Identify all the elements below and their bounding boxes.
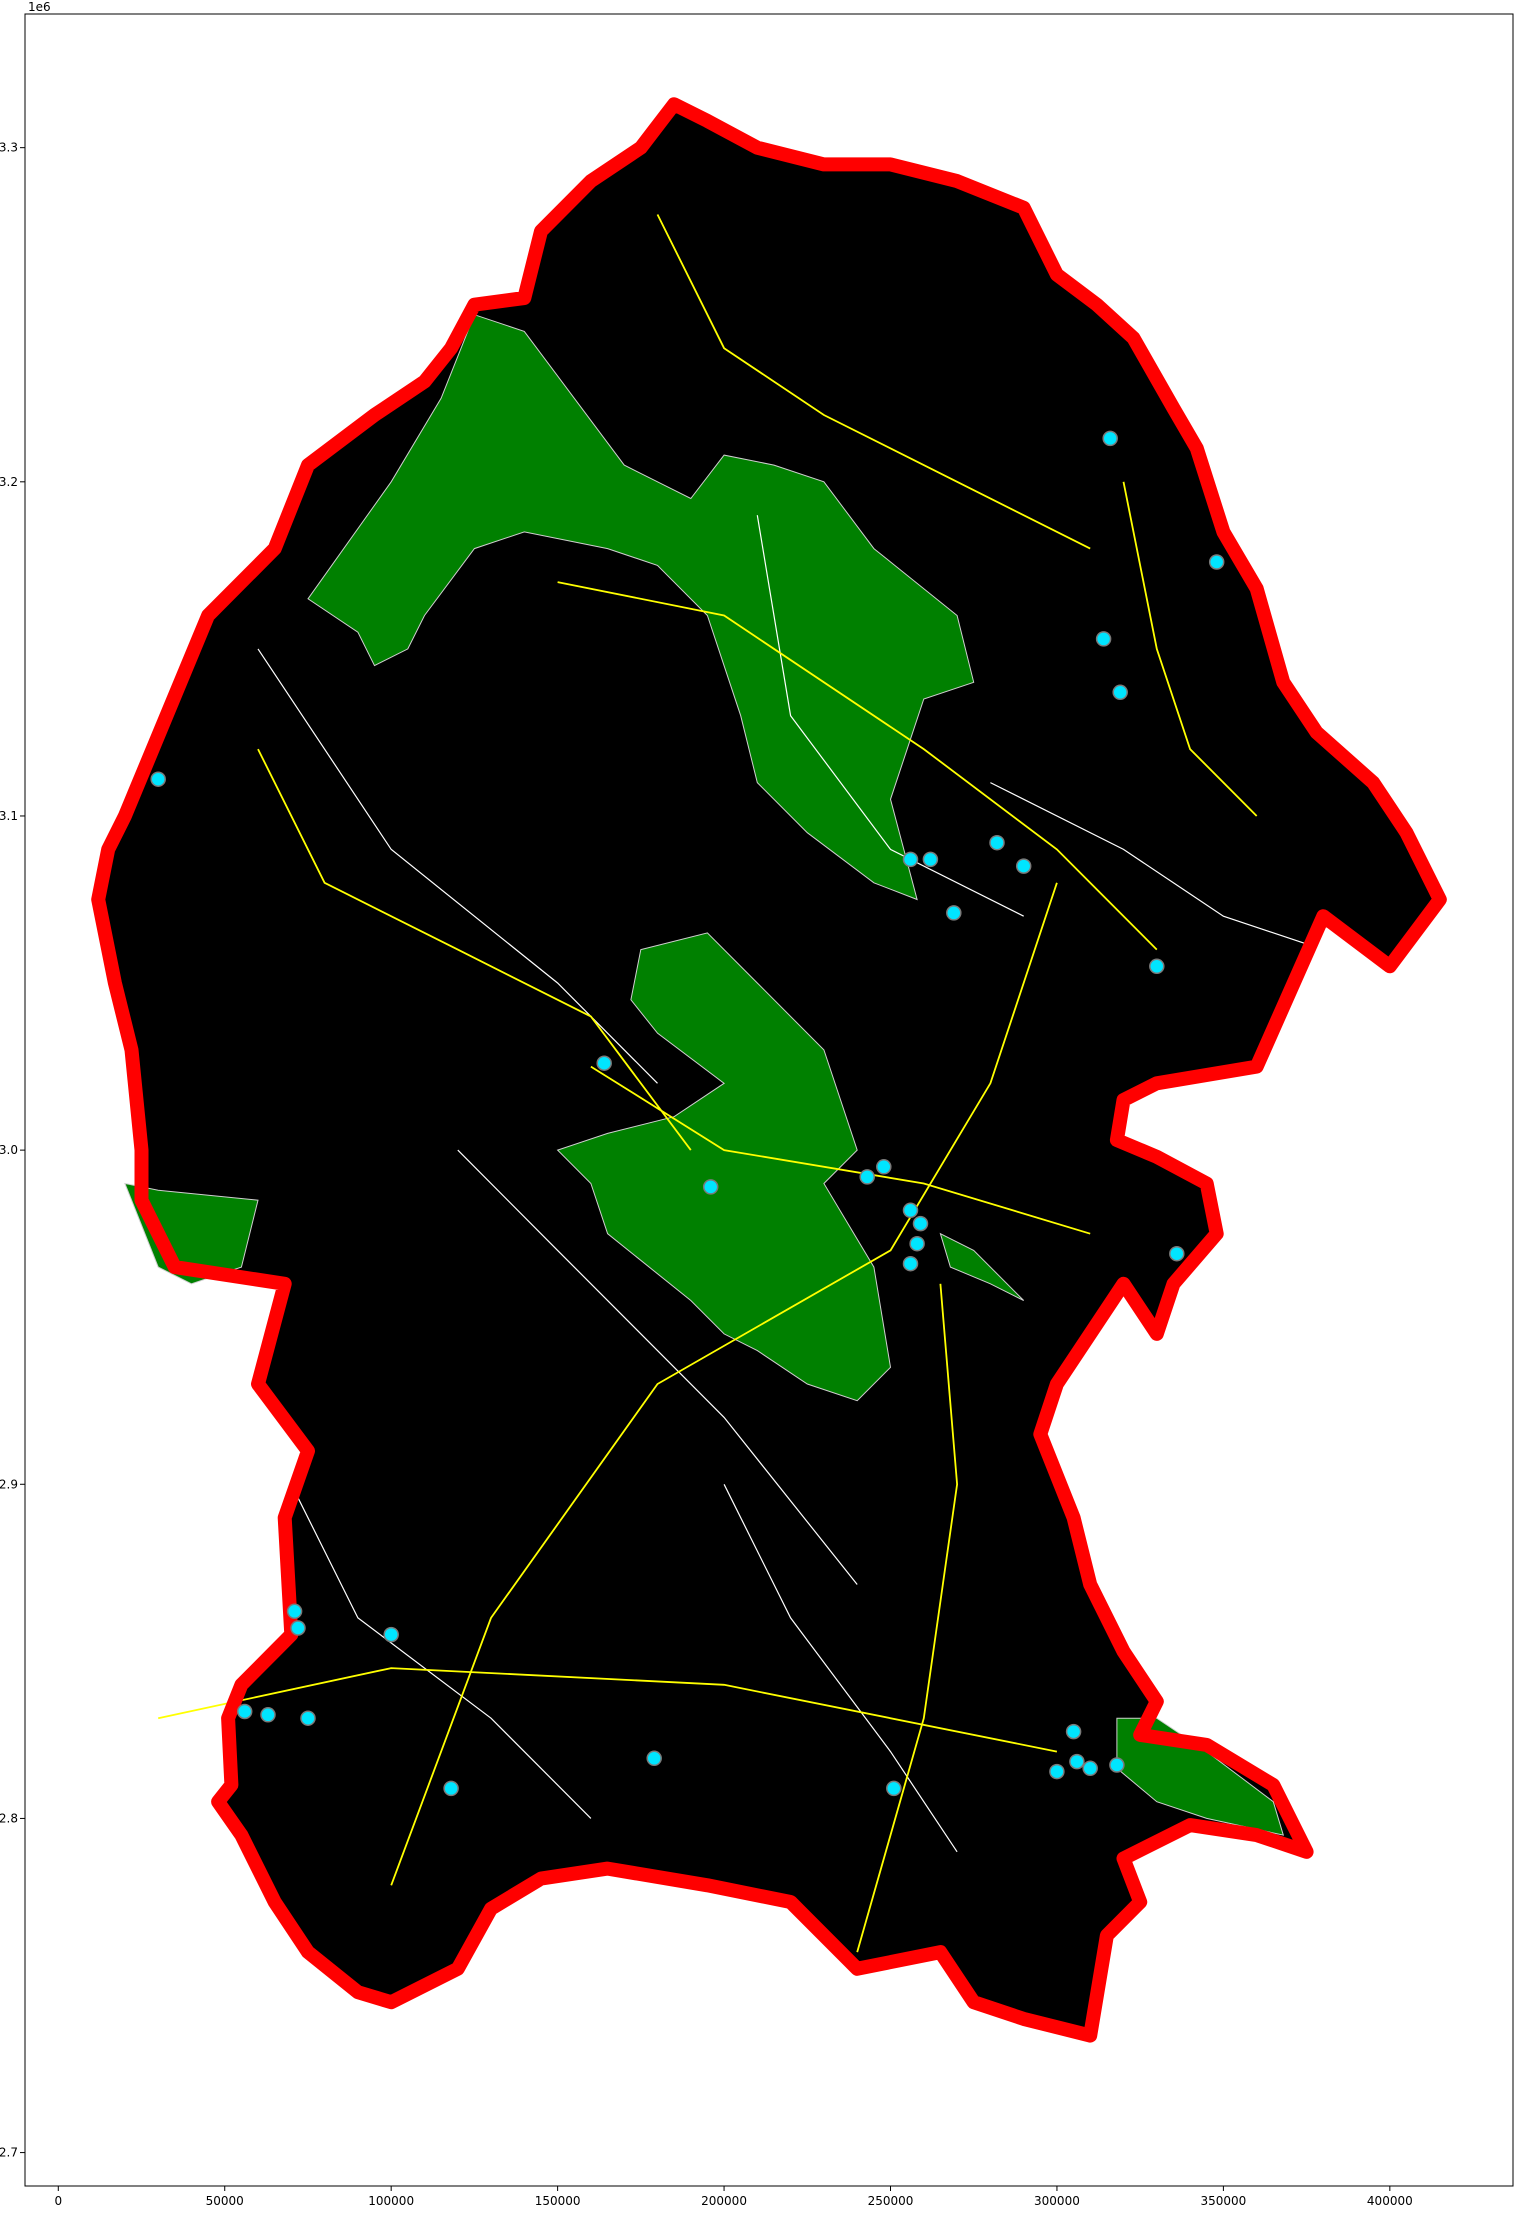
point-marker [1112,684,1128,701]
point-marker [1082,1760,1098,1777]
x-tick-label: 100000 [368,2194,414,2208]
point-marker [912,1215,929,1232]
green-areas [124,314,1285,1836]
point-marker [902,1202,919,1219]
road-line [590,1065,1091,1235]
road-line [557,581,1158,951]
point-marker [859,1169,875,1185]
road-line [158,1667,1058,1753]
road-line [257,748,692,1151]
point-marker [1095,631,1112,647]
x-tick-label: 150000 [535,2194,581,2208]
white-line [723,1484,958,1853]
white-lines [257,515,1324,1853]
green-area [939,1232,1025,1301]
point-marker [922,851,939,868]
point-marker [876,1159,892,1175]
y-tick-label: 2.9 [0,1477,18,1491]
point-marker [646,1750,662,1767]
point-marker [1065,1723,1082,1740]
white-line [257,648,658,1084]
point-marker [702,1179,719,1195]
point-marker [596,1055,612,1071]
boundary-line [91,97,1447,2043]
point-marker [1102,430,1118,447]
point-marker [1049,1763,1065,1780]
point-marker [1109,1757,1125,1773]
point-marker [946,905,962,921]
x-axis: 0 50000 100000 150000 200000 250000 300000 3500… [54,2186,1413,2208]
point-marker [1208,554,1225,570]
point-marker [1015,858,1032,874]
white-line [290,1484,592,1819]
point-marker [989,834,1005,851]
y-tick-label: 3.2 [0,475,18,489]
point-marker [902,851,919,868]
point-marker [260,1707,276,1723]
point-marker [1069,1753,1085,1770]
points-layer [150,430,1225,1797]
y-tick-label: 3.0 [0,1143,18,1157]
y-tick-label: 2.7 [0,2146,18,2160]
y-tick-label: 3.3 [0,141,18,155]
point-marker [290,1620,306,1636]
point-marker [1149,958,1165,975]
white-line [756,515,1024,917]
point-marker [443,1780,459,1797]
green-area [124,1182,259,1285]
x-tick-label: 300000 [1034,2194,1080,2208]
point-marker [150,771,166,787]
white-line [457,1149,858,1585]
road-line [390,882,1058,1886]
roads-layer [158,214,1258,1953]
point-marker [300,1710,316,1726]
y-tick-label: 3.1 [0,809,18,823]
road-line [1122,481,1258,817]
point-marker [383,1626,399,1643]
point-marker [909,1235,925,1252]
x-tick-label: 350000 [1200,2194,1246,2208]
green-area [556,932,892,1402]
y-axis: 2.7 2.8 2.9 3.0 3.1 3.2 3.3 [0,141,25,2160]
road-line [656,214,1091,550]
x-tick-label: 250000 [868,2194,914,2208]
x-tick-label: 50000 [206,2194,244,2208]
point-marker [1169,1245,1185,1262]
y-tick-label: 2.8 [0,1811,18,1825]
point-marker [236,1703,253,1720]
white-line [990,782,1324,951]
green-area [307,314,975,901]
x-tick-label: 200000 [701,2194,747,2208]
x-tick-label: 400000 [1367,2194,1413,2208]
x-tick-label: 0 [54,2194,62,2208]
point-marker [886,1780,902,1797]
green-area [1116,1717,1285,1836]
point-marker [286,1603,303,1620]
point-marker [902,1255,919,1272]
y-offset-label: 1e6 [28,0,51,14]
boundary-outline [91,97,1447,2043]
road-line [856,1283,959,1953]
